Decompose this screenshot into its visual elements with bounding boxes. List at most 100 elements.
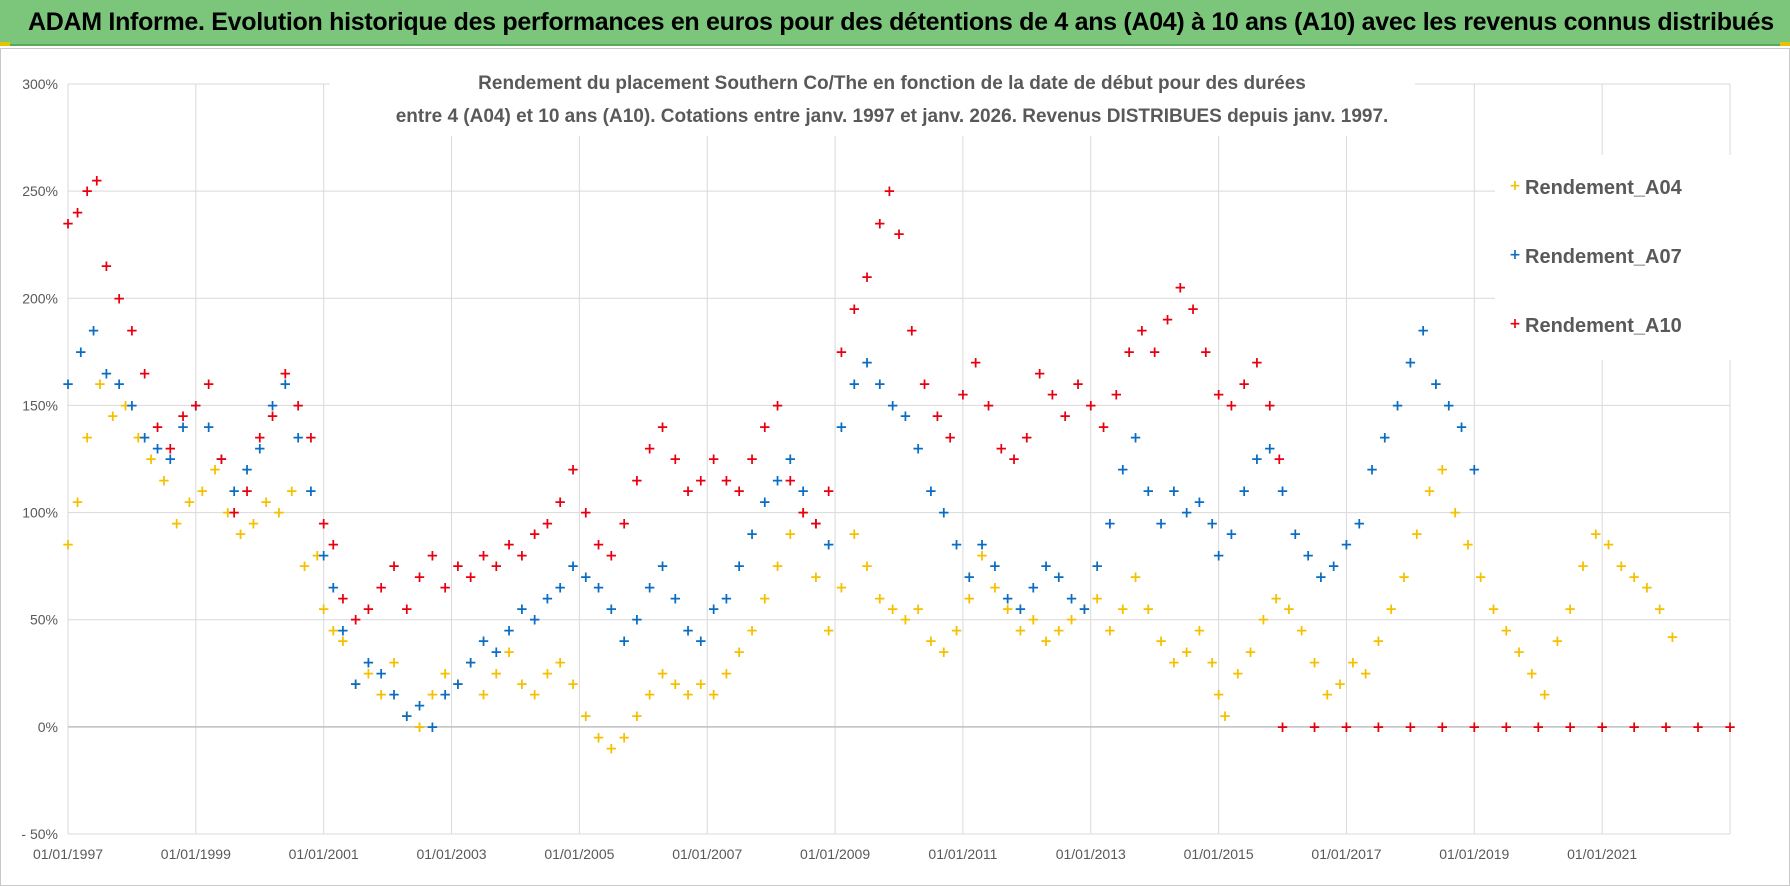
data-point: + — [138, 429, 151, 447]
data-point: + — [1059, 407, 1072, 425]
data-point: + — [1462, 536, 1475, 554]
y-tick-label: 200% — [22, 290, 58, 306]
data-point: + — [1359, 664, 1372, 682]
x-tick-label: 01/01/2017 — [1311, 846, 1381, 862]
data-point: + — [848, 525, 861, 543]
data-point: + — [317, 546, 330, 564]
data-point: + — [592, 579, 605, 597]
data-point: + — [1001, 600, 1014, 618]
data-point: + — [401, 707, 414, 725]
data-point: + — [541, 664, 554, 682]
data-point: + — [1347, 654, 1360, 672]
data-point: + — [1136, 321, 1149, 339]
data-point: + — [567, 557, 580, 575]
legend-box — [1495, 155, 1770, 360]
data-point: + — [886, 396, 899, 414]
data-point: + — [810, 514, 823, 532]
data-point: + — [1615, 557, 1628, 575]
data-point: + — [1564, 718, 1577, 736]
data-point: + — [1142, 482, 1155, 500]
data-point: + — [452, 675, 465, 693]
data-point: + — [94, 375, 107, 393]
data-point: + — [883, 182, 896, 200]
data-point: + — [695, 675, 708, 693]
data-point: + — [1180, 504, 1193, 522]
data-point: + — [74, 343, 87, 361]
data-point: + — [305, 482, 318, 500]
data-point: + — [87, 321, 100, 339]
data-point: + — [1430, 375, 1443, 393]
data-point: + — [541, 589, 554, 607]
data-point: + — [707, 450, 720, 468]
data-point: + — [1526, 664, 1539, 682]
data-point: + — [228, 482, 241, 500]
data-point: + — [327, 536, 340, 554]
data-point: + — [848, 300, 861, 318]
data-point: + — [1078, 600, 1091, 618]
data-point: + — [183, 493, 196, 511]
data-point: + — [1423, 482, 1436, 500]
data-point: + — [317, 514, 330, 532]
data-point: + — [656, 557, 669, 575]
data-point: + — [733, 482, 746, 500]
data-point: + — [362, 600, 375, 618]
data-point: + — [138, 364, 151, 382]
data-point: + — [439, 686, 452, 704]
data-point: + — [1161, 311, 1174, 329]
data-point: + — [1193, 621, 1206, 639]
series-points: ++++++++++++++++++++++++++++++++++++++++… — [62, 171, 1737, 757]
data-point: + — [1251, 450, 1264, 468]
data-point: + — [810, 568, 823, 586]
data-point: + — [413, 568, 426, 586]
data-point: + — [413, 696, 426, 714]
data-point: + — [1353, 514, 1366, 532]
data-point: + — [279, 375, 292, 393]
data-point: + — [912, 439, 925, 457]
data-point: + — [362, 654, 375, 672]
data-point: + — [337, 621, 350, 639]
data-point: + — [337, 632, 350, 650]
data-point: + — [925, 632, 938, 650]
data-point: + — [1084, 396, 1097, 414]
data-point: + — [260, 493, 273, 511]
data-point: + — [592, 729, 605, 747]
series-Rendement_A07: ++++++++++++++++++++++++++++++++++++++++… — [62, 321, 1481, 735]
data-point: + — [1129, 568, 1142, 586]
data-point: + — [707, 600, 720, 618]
data-point: + — [62, 214, 75, 232]
data-point: + — [1321, 686, 1334, 704]
data-point: + — [528, 686, 541, 704]
x-tick-label: 01/01/1997 — [33, 846, 103, 862]
data-point: + — [861, 354, 874, 372]
data-point: + — [349, 611, 362, 629]
data-point: + — [1123, 343, 1136, 361]
data-point: + — [1116, 461, 1129, 479]
data-point: + — [1366, 461, 1379, 479]
data-point: + — [822, 482, 835, 500]
data-point: + — [746, 525, 759, 543]
data-point: + — [1180, 643, 1193, 661]
data-point: + — [388, 557, 401, 575]
data-point: + — [1372, 632, 1385, 650]
data-point: + — [771, 471, 784, 489]
data-point: + — [1308, 654, 1321, 672]
data-point: + — [1538, 686, 1551, 704]
data-point: + — [1564, 600, 1577, 618]
data-point: + — [490, 664, 503, 682]
data-point: + — [1027, 611, 1040, 629]
x-tick-label: 01/01/2003 — [416, 846, 486, 862]
data-point: + — [541, 514, 554, 532]
data-point: + — [253, 439, 266, 457]
data-point: + — [426, 686, 439, 704]
data-point: + — [292, 396, 305, 414]
data-point: + — [516, 600, 529, 618]
data-point: + — [177, 418, 190, 436]
data-point: + — [1577, 557, 1590, 575]
data-point: + — [311, 546, 324, 564]
data-point: + — [1001, 589, 1014, 607]
data-point: + — [1602, 536, 1615, 554]
data-point: + — [886, 600, 899, 618]
data-point: + — [554, 654, 567, 672]
data-point: + — [477, 632, 490, 650]
data-point: + — [1340, 718, 1353, 736]
